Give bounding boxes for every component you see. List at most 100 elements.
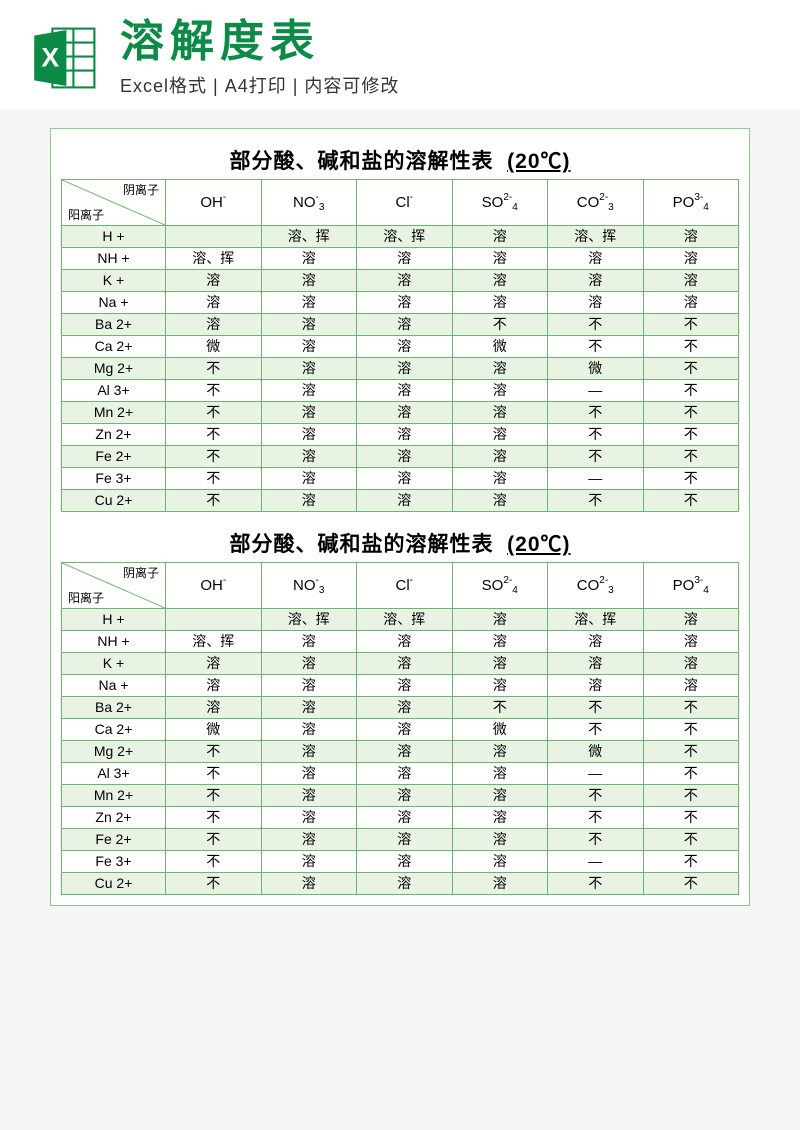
svg-text:X: X [41,43,59,73]
cation-label: Mn 2+ [62,785,166,807]
solubility-cell: 溶 [452,763,548,785]
solubility-cell: 溶 [261,380,357,402]
solubility-cell: 不 [452,697,548,719]
solubility-cell: 溶 [166,270,262,292]
solubility-cell: 溶 [452,741,548,763]
solubility-cell: 溶 [452,609,548,631]
page-subtitle: Excel格式 | A4打印 | 内容可修改 [120,72,770,98]
solubility-cell: 不 [548,785,644,807]
solubility-cell: 溶 [643,292,739,314]
solubility-cell: 不 [643,763,739,785]
solubility-cell: 溶 [452,807,548,829]
solubility-cell: 不 [548,314,644,336]
solubility-cell: 溶 [261,785,357,807]
solubility-cell: 溶 [643,675,739,697]
cation-label: Ca 2+ [62,336,166,358]
cation-label: H + [62,226,166,248]
solubility-cell: 不 [452,314,548,336]
solubility-cell: — [548,851,644,873]
excel-icon: X [30,23,100,93]
solubility-cell: 溶 [452,270,548,292]
solubility-cell: 微 [166,336,262,358]
cation-label: K + [62,653,166,675]
solubility-cell: 不 [643,468,739,490]
solubility-cell: 溶 [261,851,357,873]
solubility-cell: — [548,380,644,402]
solubility-cell: — [548,468,644,490]
solubility-cell: 不 [166,829,262,851]
solubility-cell: 溶 [452,653,548,675]
solubility-cell: 溶 [548,653,644,675]
cation-label: Ca 2+ [62,719,166,741]
solubility-cell: 溶、挥 [548,609,644,631]
solubility-cell: 不 [166,468,262,490]
solubility-cell: 溶 [261,446,357,468]
solubility-cell: 不 [548,424,644,446]
cation-label: Ba 2+ [62,697,166,719]
solubility-cell: 溶 [357,248,453,270]
anion-header: NO-3 [261,180,357,226]
table-title: 部分酸、碱和盐的溶解性表 (20℃) [61,522,739,562]
solubility-cell: 溶 [261,763,357,785]
solubility-cell: 不 [643,829,739,851]
solubility-cell: 微 [548,358,644,380]
solubility-cell: 不 [166,402,262,424]
solubility-cell: 溶 [548,248,644,270]
solubility-cell: 溶 [643,248,739,270]
solubility-cell: 不 [643,807,739,829]
solubility-cell: 微 [548,741,644,763]
solubility-cell: 溶 [357,402,453,424]
cation-label: Zn 2+ [62,807,166,829]
solubility-cell: 溶 [452,675,548,697]
anion-header: SO2-4 [452,563,548,609]
solubility-cell: 溶 [357,653,453,675]
solubility-cell: 不 [643,402,739,424]
solubility-cell: 溶 [357,270,453,292]
solubility-cell: 溶 [452,380,548,402]
cation-label: Zn 2+ [62,424,166,446]
solubility-cell: 溶 [261,292,357,314]
solubility-cell: 溶 [357,785,453,807]
solubility-cell: 不 [166,741,262,763]
cation-label: Fe 2+ [62,446,166,468]
anion-header: PO3-4 [643,563,739,609]
solubility-cell [166,609,262,631]
solubility-grid: 阴离子阳离子OH-NO-3Cl-SO2-4CO2-3PO3-4H +溶、挥溶、挥… [61,562,739,895]
solubility-cell: 不 [643,490,739,512]
solubility-cell: 不 [643,358,739,380]
solubility-cell: 溶 [357,631,453,653]
anion-header: OH- [166,180,262,226]
solubility-cell: 溶 [452,292,548,314]
solubility-cell: 不 [166,763,262,785]
solubility-cell: 溶 [261,270,357,292]
solubility-cell: 溶、挥 [357,609,453,631]
solubility-cell: 溶 [261,741,357,763]
solubility-cell: 不 [548,807,644,829]
cation-label: Cu 2+ [62,873,166,895]
solubility-cell: 不 [166,446,262,468]
solubility-cell: 溶 [357,424,453,446]
cation-label: Mg 2+ [62,741,166,763]
solubility-cell: 不 [548,719,644,741]
solubility-cell: 溶 [452,424,548,446]
solubility-cell: 不 [548,697,644,719]
solubility-cell: 溶 [261,631,357,653]
solubility-cell: — [548,763,644,785]
cation-label: Cu 2+ [62,490,166,512]
anion-header: NO-3 [261,563,357,609]
solubility-cell: 溶 [643,653,739,675]
solubility-cell: 微 [452,719,548,741]
solubility-cell: 溶 [357,851,453,873]
solubility-cell: 溶 [452,468,548,490]
solubility-cell: 溶、挥 [166,631,262,653]
solubility-cell: 溶 [357,829,453,851]
solubility-cell: 溶 [452,226,548,248]
solubility-cell: 溶 [261,248,357,270]
cation-label: Fe 3+ [62,851,166,873]
solubility-cell: 不 [166,380,262,402]
solubility-cell: 溶 [643,270,739,292]
solubility-cell: 溶 [261,424,357,446]
solubility-cell: 溶 [261,653,357,675]
solubility-cell: 溶 [452,829,548,851]
solubility-cell: 溶 [357,468,453,490]
